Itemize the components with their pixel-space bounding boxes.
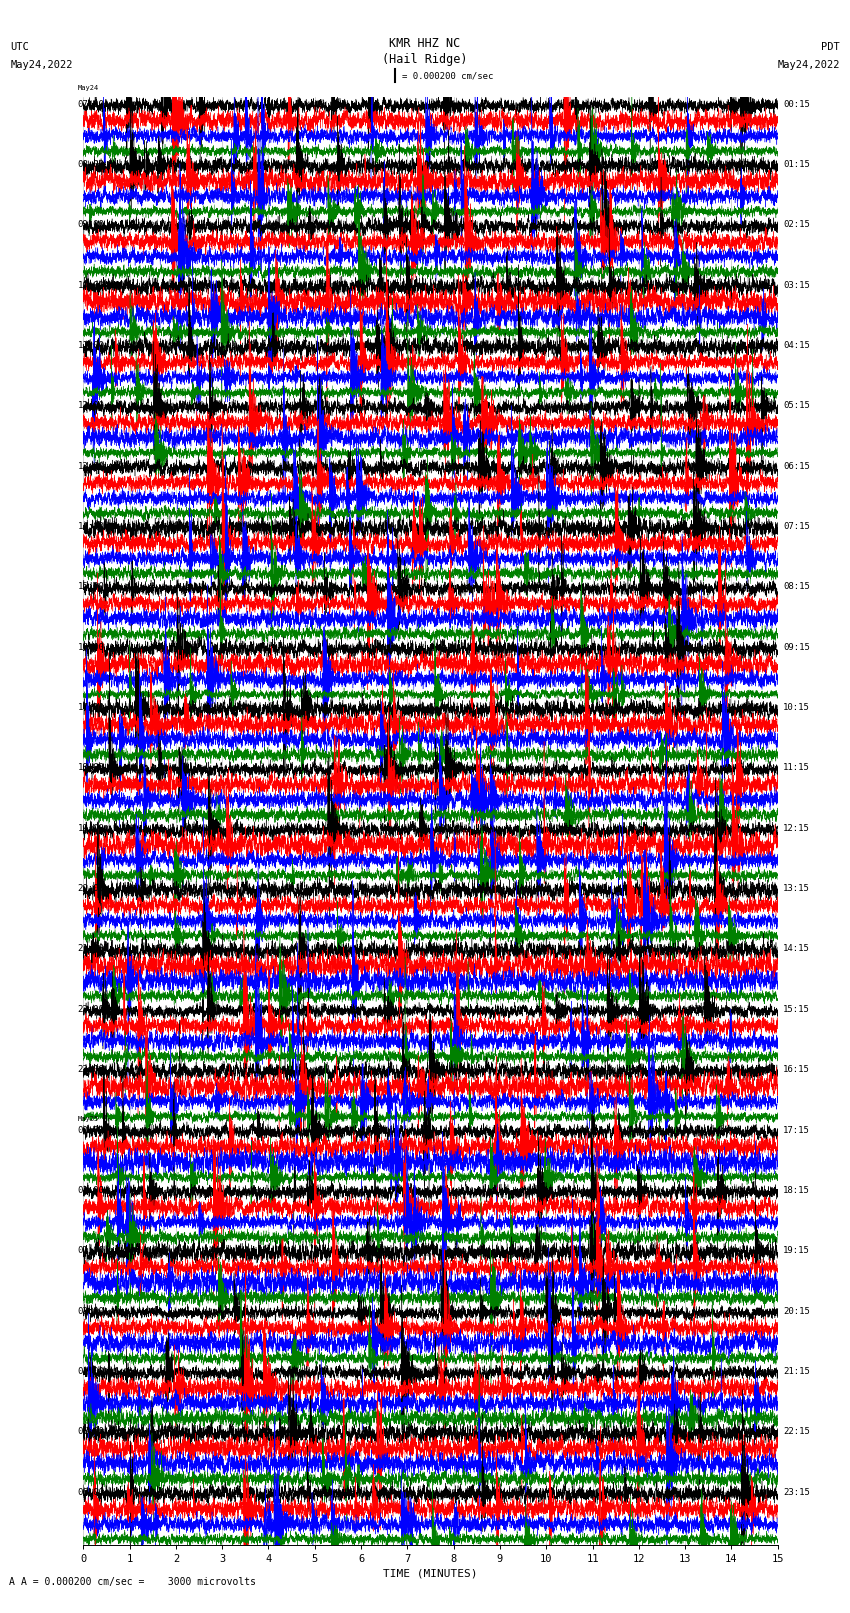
Text: 17:15: 17:15	[784, 1126, 810, 1134]
Text: 20:15: 20:15	[784, 1307, 810, 1316]
Text: 15:00: 15:00	[77, 582, 105, 592]
Text: 06:00: 06:00	[77, 1487, 105, 1497]
Text: 11:15: 11:15	[784, 763, 810, 773]
Text: 02:00: 02:00	[77, 1247, 105, 1255]
Text: 15:15: 15:15	[784, 1005, 810, 1015]
Text: 02:15: 02:15	[784, 221, 810, 229]
Text: 18:00: 18:00	[77, 763, 105, 773]
Text: 07:15: 07:15	[784, 523, 810, 531]
Text: A: A	[8, 1578, 14, 1587]
Text: May25: May25	[77, 1116, 99, 1123]
Text: 00:00: 00:00	[77, 1126, 105, 1134]
Text: 06:15: 06:15	[784, 461, 810, 471]
Text: 09:15: 09:15	[784, 642, 810, 652]
Text: 01:15: 01:15	[784, 160, 810, 169]
Text: 12:15: 12:15	[784, 824, 810, 832]
Text: 08:00: 08:00	[77, 160, 105, 169]
Text: 23:00: 23:00	[77, 1065, 105, 1074]
Text: May24,2022: May24,2022	[10, 60, 73, 69]
Text: 10:00: 10:00	[77, 281, 105, 290]
Text: 22:15: 22:15	[784, 1428, 810, 1436]
Text: 18:15: 18:15	[784, 1186, 810, 1195]
Text: 22:00: 22:00	[77, 1005, 105, 1015]
Text: 01:00: 01:00	[77, 1186, 105, 1195]
Text: KMR HHZ NC: KMR HHZ NC	[389, 37, 461, 50]
Text: 19:15: 19:15	[784, 1247, 810, 1255]
Text: May24,2022: May24,2022	[777, 60, 840, 69]
Text: 23:15: 23:15	[784, 1487, 810, 1497]
Text: 16:00: 16:00	[77, 642, 105, 652]
Text: 13:00: 13:00	[77, 461, 105, 471]
Text: 12:00: 12:00	[77, 402, 105, 410]
Text: 14:00: 14:00	[77, 523, 105, 531]
X-axis label: TIME (MINUTES): TIME (MINUTES)	[383, 1568, 478, 1579]
Text: 13:15: 13:15	[784, 884, 810, 894]
Text: 03:00: 03:00	[77, 1307, 105, 1316]
Text: 09:00: 09:00	[77, 221, 105, 229]
Text: 16:15: 16:15	[784, 1065, 810, 1074]
Text: 03:15: 03:15	[784, 281, 810, 290]
Text: 21:00: 21:00	[77, 945, 105, 953]
Text: UTC: UTC	[10, 42, 29, 52]
Text: 00:15: 00:15	[784, 100, 810, 108]
Text: 20:00: 20:00	[77, 884, 105, 894]
Text: 10:15: 10:15	[784, 703, 810, 711]
Text: 07:00: 07:00	[77, 100, 105, 108]
Text: = 0.000200 cm/sec: = 0.000200 cm/sec	[402, 71, 493, 81]
Text: May24: May24	[77, 85, 99, 90]
Text: A = 0.000200 cm/sec =    3000 microvolts: A = 0.000200 cm/sec = 3000 microvolts	[21, 1578, 256, 1587]
Text: 04:15: 04:15	[784, 340, 810, 350]
Text: 08:15: 08:15	[784, 582, 810, 592]
Text: 05:00: 05:00	[77, 1428, 105, 1436]
Text: 14:15: 14:15	[784, 945, 810, 953]
Text: 05:15: 05:15	[784, 402, 810, 410]
Text: 04:00: 04:00	[77, 1366, 105, 1376]
Text: PDT: PDT	[821, 42, 840, 52]
Text: 19:00: 19:00	[77, 824, 105, 832]
Text: (Hail Ridge): (Hail Ridge)	[382, 53, 468, 66]
Text: 17:00: 17:00	[77, 703, 105, 711]
Text: 11:00: 11:00	[77, 340, 105, 350]
Text: 21:15: 21:15	[784, 1366, 810, 1376]
